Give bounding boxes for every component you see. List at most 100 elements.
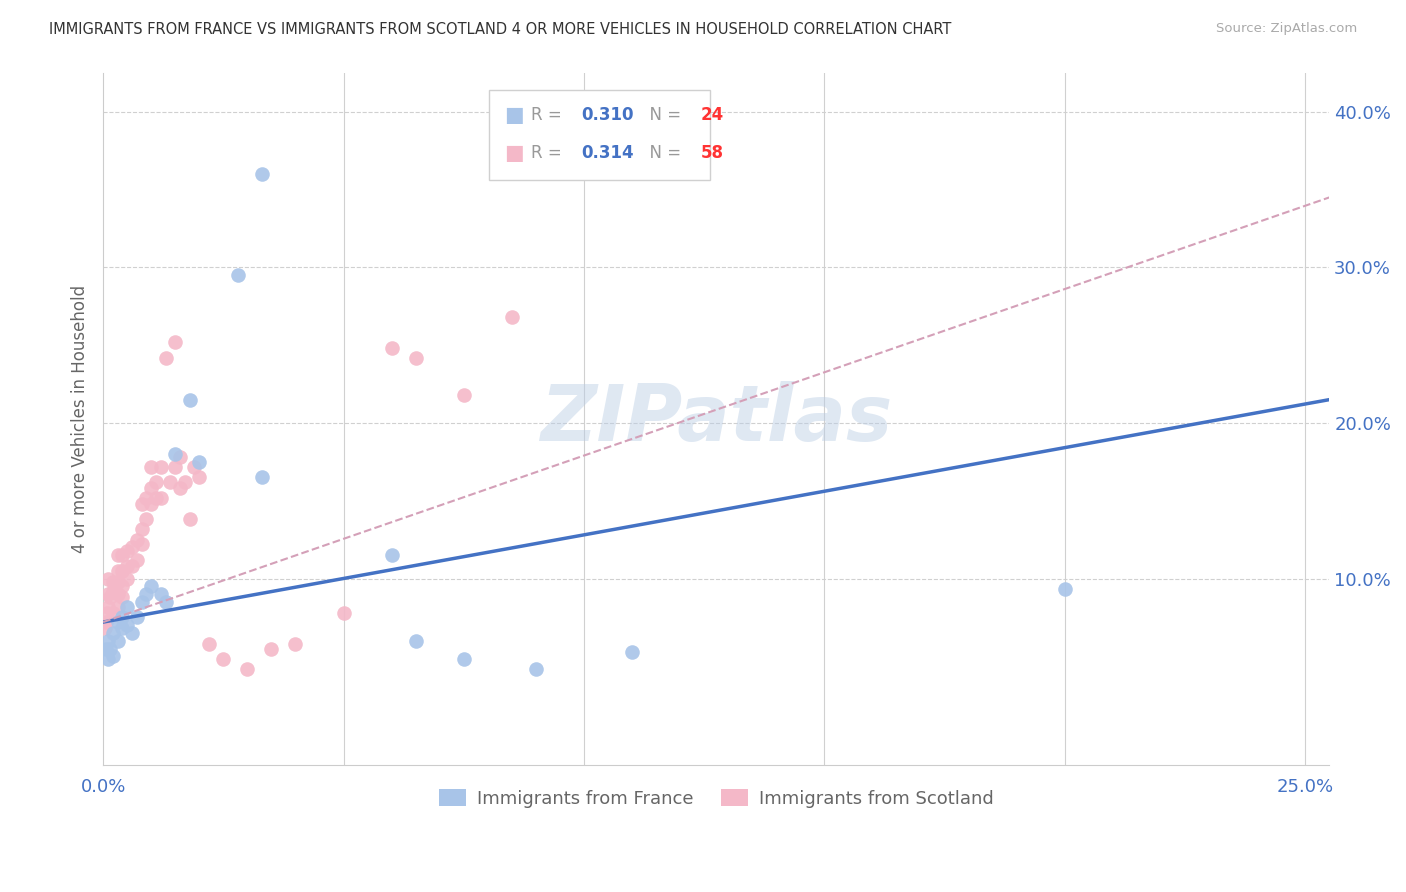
FancyBboxPatch shape: [489, 90, 710, 180]
Text: N =: N =: [638, 105, 686, 123]
Text: ■: ■: [505, 104, 524, 125]
Text: 0.310: 0.310: [581, 105, 634, 123]
Point: [121, 541, 143, 555]
Point: [107, 615, 129, 629]
Text: R =: R =: [531, 144, 567, 161]
Point: [381, 548, 404, 562]
Point: [125, 553, 148, 567]
Point: [621, 645, 644, 659]
Point: [111, 621, 134, 635]
Point: [188, 470, 211, 484]
Point: [111, 564, 134, 578]
Point: [135, 587, 157, 601]
Point: [107, 587, 129, 601]
Point: [96, 606, 118, 620]
Point: [250, 167, 273, 181]
Point: [179, 392, 201, 407]
Point: [453, 652, 475, 666]
Point: [125, 533, 148, 547]
Point: [405, 633, 427, 648]
Text: 58: 58: [700, 144, 723, 161]
Point: [165, 459, 187, 474]
Point: [453, 388, 475, 402]
Point: [501, 310, 523, 325]
Point: [107, 548, 129, 562]
Legend: Immigrants from France, Immigrants from Scotland: Immigrants from France, Immigrants from …: [432, 781, 1001, 815]
Point: [165, 447, 187, 461]
Point: [405, 351, 427, 365]
Point: [121, 626, 143, 640]
Point: [141, 481, 163, 495]
Point: [121, 559, 143, 574]
Point: [131, 595, 153, 609]
Point: [131, 537, 153, 551]
Point: [111, 610, 134, 624]
Point: [101, 584, 124, 599]
Point: [97, 587, 120, 601]
Point: [111, 548, 134, 562]
Point: [115, 572, 138, 586]
Point: [145, 475, 167, 489]
Text: ■: ■: [505, 143, 524, 162]
Point: [226, 268, 249, 283]
Point: [107, 599, 129, 614]
Text: 25.0%: 25.0%: [1277, 778, 1334, 796]
Point: [111, 591, 134, 605]
Point: [115, 618, 138, 632]
Text: 0.0%: 0.0%: [80, 778, 125, 796]
Point: [149, 491, 172, 505]
Point: [188, 455, 211, 469]
Point: [97, 652, 120, 666]
Point: [260, 641, 283, 656]
Point: [115, 559, 138, 574]
Point: [169, 450, 191, 465]
Point: [135, 512, 157, 526]
Point: [97, 599, 120, 614]
Point: [101, 649, 124, 664]
Point: [381, 341, 404, 355]
Point: [115, 599, 138, 614]
Point: [179, 512, 201, 526]
Point: [198, 637, 221, 651]
Y-axis label: 4 or more Vehicles in Household: 4 or more Vehicles in Household: [72, 285, 89, 553]
Point: [101, 626, 124, 640]
Point: [101, 606, 124, 620]
Point: [94, 641, 117, 656]
Point: [98, 641, 121, 656]
Point: [155, 351, 177, 365]
Text: 0.314: 0.314: [581, 144, 634, 161]
Point: [149, 459, 172, 474]
Point: [332, 606, 354, 620]
Point: [524, 662, 547, 676]
Point: [107, 574, 129, 589]
Point: [284, 637, 307, 651]
Point: [159, 475, 181, 489]
Point: [155, 595, 177, 609]
Text: IMMIGRANTS FROM FRANCE VS IMMIGRANTS FROM SCOTLAND 4 OR MORE VEHICLES IN HOUSEHO: IMMIGRANTS FROM FRANCE VS IMMIGRANTS FRO…: [49, 22, 952, 37]
Point: [135, 491, 157, 505]
Point: [97, 633, 120, 648]
Point: [250, 470, 273, 484]
Point: [1053, 582, 1076, 597]
Point: [97, 572, 120, 586]
Text: N =: N =: [638, 144, 686, 161]
Point: [212, 652, 235, 666]
Point: [141, 497, 163, 511]
Point: [141, 459, 163, 474]
Point: [94, 615, 117, 629]
Point: [107, 633, 129, 648]
Text: Source: ZipAtlas.com: Source: ZipAtlas.com: [1216, 22, 1357, 36]
Point: [131, 522, 153, 536]
Text: ZIPatlas: ZIPatlas: [540, 381, 893, 457]
Text: 24: 24: [700, 105, 724, 123]
Point: [111, 579, 134, 593]
Point: [145, 491, 167, 505]
Point: [183, 459, 205, 474]
Point: [173, 475, 195, 489]
Point: [131, 497, 153, 511]
Point: [93, 621, 115, 635]
Point: [149, 587, 172, 601]
Text: R =: R =: [531, 105, 567, 123]
Point: [101, 574, 124, 589]
Point: [169, 481, 191, 495]
